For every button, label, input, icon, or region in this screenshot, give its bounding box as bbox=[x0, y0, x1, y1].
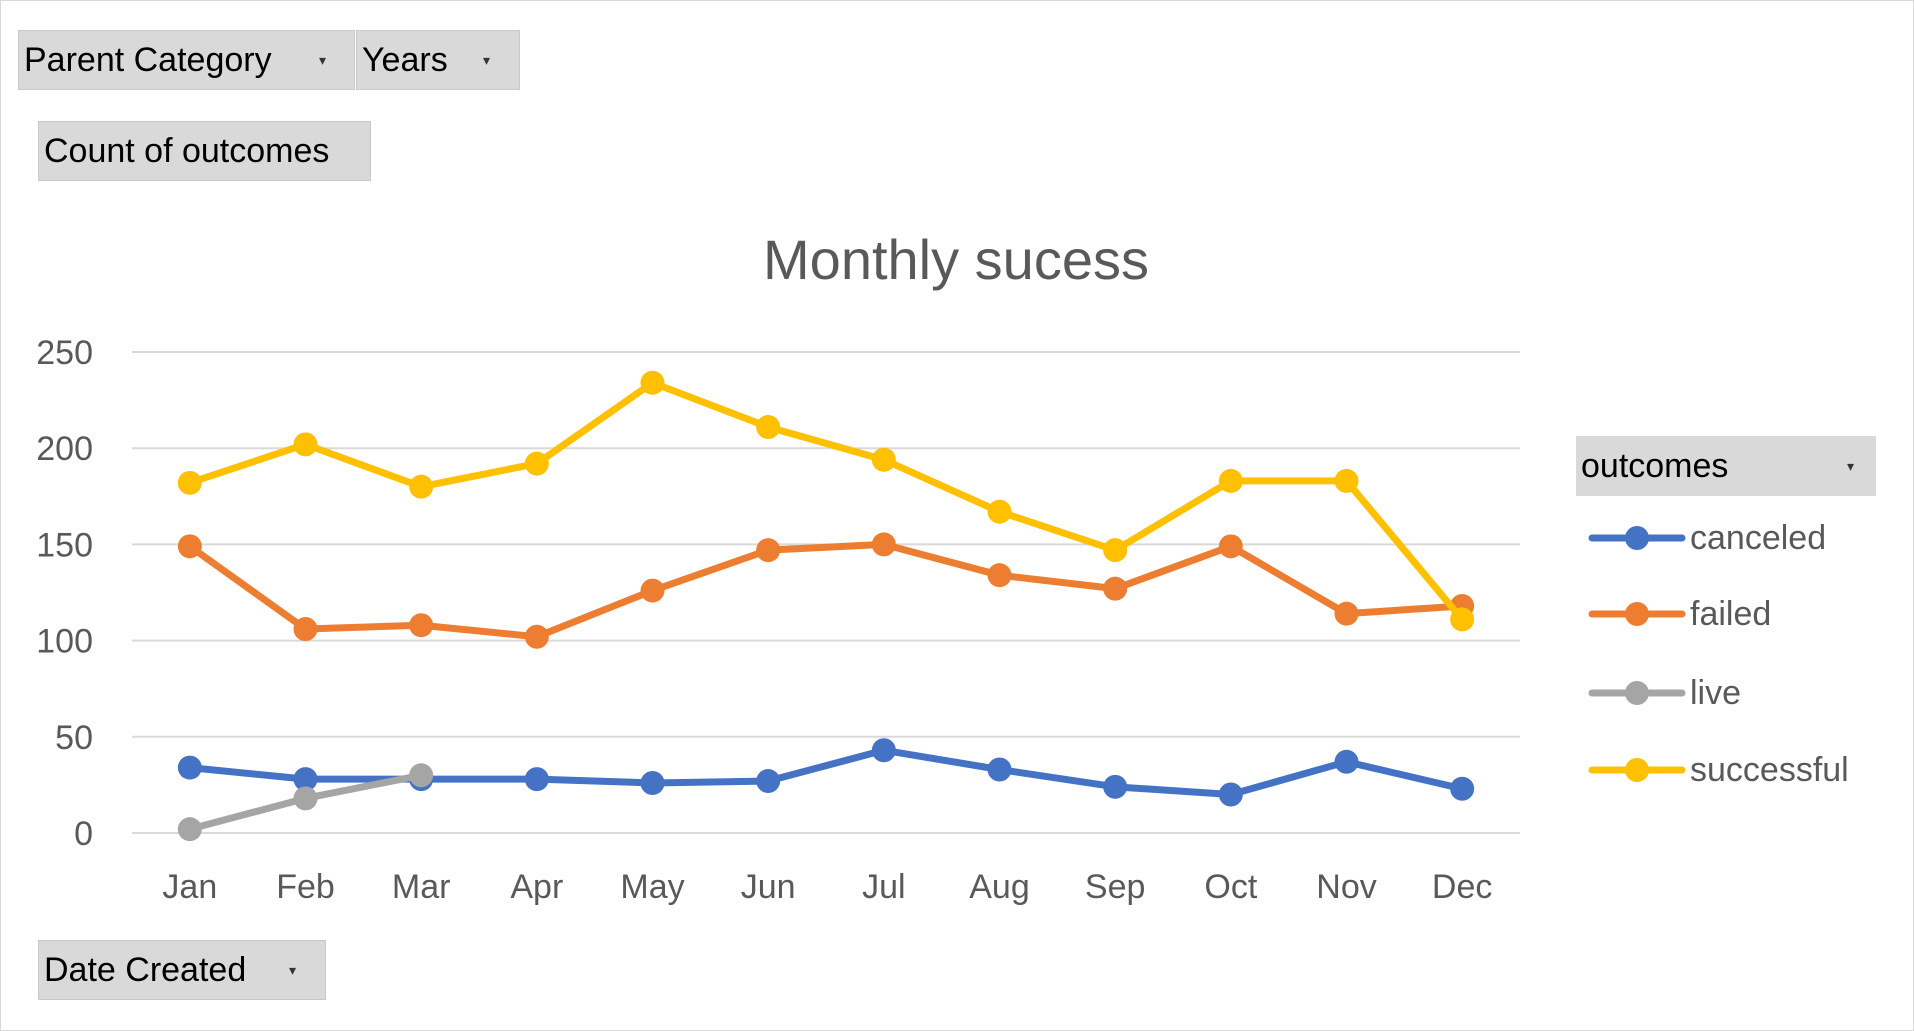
legend-swatch-canceled bbox=[1588, 526, 1686, 550]
data-point-canceled bbox=[177, 755, 202, 780]
data-point-canceled bbox=[1218, 782, 1243, 807]
data-point-successful bbox=[1450, 607, 1475, 632]
data-point-successful bbox=[1334, 468, 1359, 493]
parent-category-filter-button[interactable]: Parent Category ▾ bbox=[18, 30, 355, 90]
values-field-button[interactable]: Count of outcomes bbox=[38, 121, 371, 181]
x-tick-label: Jun bbox=[741, 868, 796, 906]
dropdown-arrow-icon: ▾ bbox=[319, 52, 327, 68]
legend-label: live bbox=[1690, 674, 1742, 712]
data-point-failed bbox=[756, 538, 781, 563]
legend-item-canceled[interactable]: canceled bbox=[1588, 516, 1908, 560]
x-tick-label: Nov bbox=[1316, 868, 1376, 906]
data-point-canceled bbox=[293, 767, 318, 792]
legend-label: canceled bbox=[1690, 519, 1827, 557]
data-point-successful bbox=[1103, 538, 1128, 563]
legend-swatch-marker bbox=[1625, 526, 1649, 550]
legend-item-live[interactable]: live bbox=[1588, 671, 1908, 715]
data-point-failed bbox=[524, 624, 549, 649]
data-point-successful bbox=[524, 451, 549, 476]
data-point-failed bbox=[1218, 534, 1243, 559]
legend-label: successful bbox=[1690, 751, 1849, 789]
years-label: Years bbox=[362, 41, 448, 79]
data-point-successful bbox=[987, 499, 1012, 524]
data-point-canceled bbox=[871, 738, 896, 763]
legend-swatch-successful bbox=[1588, 758, 1686, 782]
data-point-successful bbox=[1218, 468, 1243, 493]
legend-item-failed[interactable]: failed bbox=[1588, 592, 1908, 636]
legend-swatch-marker bbox=[1625, 602, 1649, 626]
data-point-failed bbox=[293, 617, 318, 642]
years-filter-button[interactable]: Years ▾ bbox=[356, 30, 520, 90]
series-canceled bbox=[177, 738, 1475, 807]
x-tick-label: Dec bbox=[1432, 868, 1492, 906]
data-point-failed bbox=[1103, 576, 1128, 601]
data-point-canceled bbox=[1450, 776, 1475, 801]
data-point-live bbox=[293, 786, 318, 811]
dropdown-arrow-icon: ▾ bbox=[1846, 458, 1854, 474]
data-point-failed bbox=[871, 532, 896, 557]
series-successful bbox=[177, 370, 1475, 632]
data-point-successful bbox=[871, 447, 896, 472]
y-tick-label: 0 bbox=[74, 815, 93, 853]
x-tick-label: Jul bbox=[862, 868, 905, 906]
axis-field-button[interactable]: Date Created ▾ bbox=[38, 940, 326, 1000]
legend-item-successful[interactable]: successful bbox=[1588, 748, 1908, 792]
data-point-successful bbox=[756, 415, 781, 440]
data-point-failed bbox=[640, 578, 665, 603]
data-point-successful bbox=[640, 370, 665, 395]
legend-swatch-failed bbox=[1588, 602, 1686, 626]
data-point-failed bbox=[987, 563, 1012, 588]
chart-title: Monthly sucess bbox=[763, 228, 1149, 291]
legend-swatch-marker bbox=[1625, 681, 1649, 705]
series-line-failed bbox=[186, 540, 1466, 641]
series-failed bbox=[177, 532, 1475, 649]
legend-swatch-marker bbox=[1625, 758, 1649, 782]
y-tick-label: 150 bbox=[36, 526, 93, 564]
y-tick-label: 250 bbox=[36, 334, 93, 372]
data-point-canceled bbox=[640, 770, 665, 795]
data-point-successful bbox=[409, 474, 434, 499]
data-point-failed bbox=[1334, 601, 1359, 626]
dropdown-arrow-icon: ▾ bbox=[289, 962, 297, 978]
legend-field-button[interactable]: outcomes ▾ bbox=[1576, 436, 1876, 496]
x-tick-label: Apr bbox=[510, 868, 563, 906]
series-lines bbox=[177, 370, 1475, 842]
legend-field-label: outcomes bbox=[1581, 447, 1729, 485]
data-point-canceled bbox=[1103, 774, 1128, 799]
data-point-successful bbox=[293, 432, 318, 457]
legend-swatch-live bbox=[1588, 681, 1686, 705]
data-point-canceled bbox=[756, 769, 781, 794]
y-tick-label: 50 bbox=[55, 719, 93, 757]
data-point-canceled bbox=[524, 767, 549, 792]
x-tick-label: Feb bbox=[276, 868, 335, 906]
y-tick-label: 200 bbox=[36, 430, 93, 468]
data-point-live bbox=[409, 763, 434, 788]
series-live bbox=[177, 763, 434, 842]
x-tick-label: Mar bbox=[392, 868, 451, 906]
y-tick-label: 100 bbox=[36, 623, 93, 661]
data-point-live bbox=[177, 817, 202, 842]
x-tick-label: Oct bbox=[1204, 868, 1257, 906]
data-point-canceled bbox=[1334, 749, 1359, 774]
parent-category-label: Parent Category bbox=[24, 41, 272, 79]
values-field-label: Count of outcomes bbox=[44, 132, 330, 170]
data-point-canceled bbox=[987, 757, 1012, 782]
x-axis-ticks: Jan Feb Mar Apr May Jun Jul Aug Sep Oct Nov Dec bbox=[162, 868, 1492, 906]
x-tick-label: May bbox=[620, 868, 684, 906]
x-tick-label: Sep bbox=[1085, 868, 1146, 906]
x-tick-label: Jan bbox=[162, 868, 217, 906]
data-point-successful bbox=[177, 470, 202, 495]
x-tick-label: Aug bbox=[969, 868, 1030, 906]
y-axis-ticks: 0 50 100 150 200 250 bbox=[36, 334, 93, 853]
axis-field-label: Date Created bbox=[44, 951, 247, 989]
legend-label: failed bbox=[1690, 595, 1772, 633]
series-line-successful bbox=[186, 379, 1466, 623]
series-line-canceled bbox=[186, 746, 1466, 799]
data-point-failed bbox=[177, 534, 202, 559]
data-point-failed bbox=[409, 613, 434, 638]
dropdown-arrow-icon: ▾ bbox=[483, 52, 491, 68]
